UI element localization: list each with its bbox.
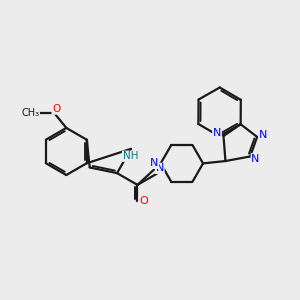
Text: N: N — [213, 128, 221, 138]
Text: O: O — [52, 104, 60, 114]
Text: CH₃: CH₃ — [21, 108, 39, 118]
Text: N: N — [259, 130, 267, 140]
Text: N: N — [251, 154, 260, 164]
Text: O: O — [139, 196, 148, 206]
Text: NH: NH — [123, 151, 138, 161]
Text: N: N — [156, 164, 164, 173]
Text: N: N — [150, 158, 158, 168]
